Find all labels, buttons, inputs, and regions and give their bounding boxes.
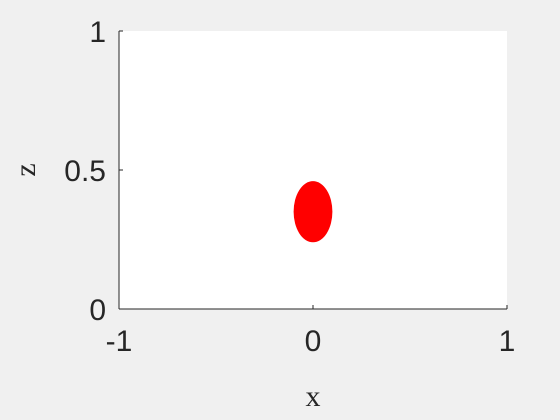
x-tick-label: -1 xyxy=(106,325,133,358)
x-ticks: -1 0 1 xyxy=(106,305,516,358)
data-point xyxy=(293,181,333,243)
y-ticks: 00.51 xyxy=(64,16,123,327)
y-tick-label: 0.5 xyxy=(64,155,106,188)
axes: -1 0 1 00.51 x z xyxy=(9,16,515,413)
x-tick-label: 0 xyxy=(305,325,322,358)
x-tick-label: 1 xyxy=(499,325,516,358)
y-axis-label: z xyxy=(9,163,42,176)
plot-area xyxy=(119,31,507,309)
x-axis-label: x xyxy=(306,380,321,413)
y-tick-label: 0 xyxy=(89,294,106,327)
data-marks xyxy=(293,181,333,243)
y-tick-label: 1 xyxy=(89,16,106,49)
